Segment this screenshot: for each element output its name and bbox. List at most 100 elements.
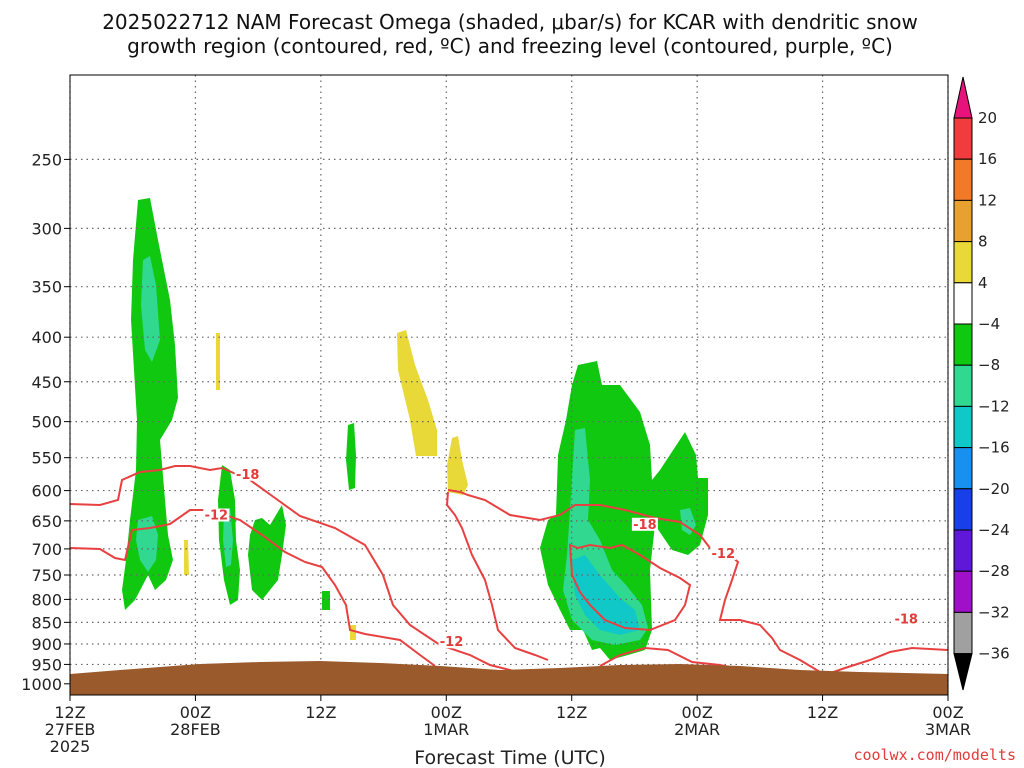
dgz-contour-lower-middle [568, 543, 692, 632]
omega-region-13 [397, 330, 437, 456]
omega-region-5 [322, 591, 330, 610]
y-tick-label-950: 950 [31, 655, 62, 674]
colorbar-label-4: 4 [978, 274, 988, 292]
dgz-contour-inner-loop [445, 491, 549, 661]
colorbar-segment-13 [953, 611, 973, 655]
y-tick-label-900: 900 [31, 635, 62, 654]
colorbar-segment-2 [953, 158, 973, 201]
colorbar-label-7: −12 [978, 397, 1010, 415]
x-tick-label-36-0: 00Z [431, 703, 462, 722]
colorbar-label-12: −32 [978, 603, 1010, 621]
y-tick-label-350: 350 [31, 278, 62, 297]
omega-region-14 [447, 436, 468, 495]
x-tick-label-0-2: 2025 [50, 737, 91, 756]
chart-title-line-2: growth region (contoured, red, ºC) and f… [127, 34, 893, 58]
colorbar-bottom-triangle [953, 653, 973, 691]
chart-title-line-1: 2025022712 NAM Forecast Omega (shaded, μ… [102, 10, 918, 34]
colorbar-label-13: −36 [978, 645, 1010, 663]
x-tick-label-84-1: 3MAR [925, 720, 971, 739]
x-tick-label-24-0: 12Z [305, 703, 336, 722]
colorbar-segment-5 [953, 282, 973, 325]
contour-labels-layer: -18 -12 -18 -12 -12 -18 [203, 467, 920, 650]
omega-region-15 [216, 333, 220, 390]
colorbar-segment-12 [953, 570, 973, 613]
contour-label-5: -18 [894, 612, 918, 627]
plot-area-frame [69, 74, 949, 696]
grid-layer [69, 75, 949, 695]
colorbar-segment-4 [953, 241, 973, 284]
colorbar-label-11: −28 [978, 562, 1010, 580]
omega-region-17 [350, 625, 356, 640]
y-tick-label-450: 450 [31, 373, 62, 392]
colorbar-label-1: 16 [978, 150, 997, 168]
colorbar-label-0: 20 [978, 109, 997, 127]
y-tick-label-800: 800 [31, 590, 62, 609]
y-tick-label-750: 750 [31, 566, 62, 585]
omega-region-3 [248, 505, 286, 600]
contour-label-4: -12 [440, 635, 464, 650]
colorbar-segment-8 [953, 405, 973, 449]
credit-text: coolwx.com/modelts [853, 746, 1016, 764]
x-tick-label-72-0: 12Z [807, 703, 838, 722]
dgz-contour-lower-left [69, 509, 436, 667]
omega-region-8 [136, 516, 158, 572]
contour-label-bg-0 [234, 467, 261, 481]
omega-region-7 [141, 256, 160, 362]
y-tick-label-300: 300 [31, 219, 62, 238]
y-tick-label-550: 550 [31, 449, 62, 468]
colorbar-segment-10 [953, 488, 973, 531]
omega-region-1 [122, 198, 178, 610]
x-tick-label-0-1: 27FEB [45, 720, 96, 739]
contour-label-bg-3 [710, 546, 737, 560]
colorbar-label-6: −8 [978, 356, 1000, 374]
colorbar-segment-7 [953, 364, 973, 407]
dgz-contour-upper [69, 465, 546, 681]
colorbar-label-2: 12 [978, 191, 997, 209]
y-tick-label-600: 600 [31, 482, 62, 501]
contour-label-3: -12 [712, 547, 736, 562]
colorbar-label-3: 8 [978, 233, 988, 251]
contour-label-bg-1 [203, 508, 230, 522]
colorbar-label-8: −16 [978, 439, 1010, 457]
contour-label-bg-4 [438, 635, 465, 649]
colorbar-segment-1 [953, 117, 973, 160]
omega-region-12 [572, 555, 640, 635]
y-axis-ticks: 250 300 350 400 450 500 550 600 650 700 750 800 850 9… [21, 150, 70, 694]
contour-label-bg-5 [893, 612, 920, 626]
x-tick-label-12-1: 28FEB [170, 720, 221, 739]
colorbar-segment-11 [953, 529, 973, 572]
x-tick-label-12-0: 00Z [180, 703, 211, 722]
contour-label-bg-2 [631, 517, 658, 531]
y-tick-label-250: 250 [31, 150, 62, 169]
contour-label-0: -18 [236, 468, 260, 483]
x-tick-label-84-0: 00Z [932, 703, 963, 722]
x-tick-label-36-1: 1MAR [423, 720, 469, 739]
colorbar: 20 16 12 8 4 −4 −8 −12 −16 −20 −24 −28 −32 −36 [953, 76, 1010, 691]
colorbar-label-5: −4 [978, 315, 1000, 333]
y-tick-label-700: 700 [31, 540, 62, 559]
omega-region-11 [680, 508, 696, 535]
dgz-contour-far-right [821, 646, 949, 677]
contour-label-2: -18 [633, 518, 657, 533]
colorbar-segment-9 [953, 447, 973, 490]
dgz-contour-middle [447, 489, 821, 673]
omega-region-16 [184, 540, 189, 575]
x-axis-label: Forecast Time (UTC) [414, 747, 605, 768]
y-tick-label-650: 650 [31, 512, 62, 531]
colorbar-segment-3 [953, 199, 973, 243]
dgz-contour-layer [69, 465, 949, 681]
colorbar-segment-6 [953, 323, 973, 366]
colorbar-label-9: −20 [978, 480, 1010, 498]
x-tick-label-60-0: 00Z [681, 703, 712, 722]
y-tick-label-850: 850 [31, 613, 62, 632]
ground-surface [70, 661, 948, 695]
omega-shading-layer [122, 198, 708, 660]
y-tick-label-1000: 1000 [21, 675, 62, 694]
colorbar-label-10: −24 [978, 521, 1010, 539]
colorbar-top-triangle [953, 76, 973, 119]
x-tick-label-60-1: 2MAR [674, 720, 720, 739]
y-tick-label-400: 400 [31, 328, 62, 347]
y-tick-label-500: 500 [31, 413, 62, 432]
